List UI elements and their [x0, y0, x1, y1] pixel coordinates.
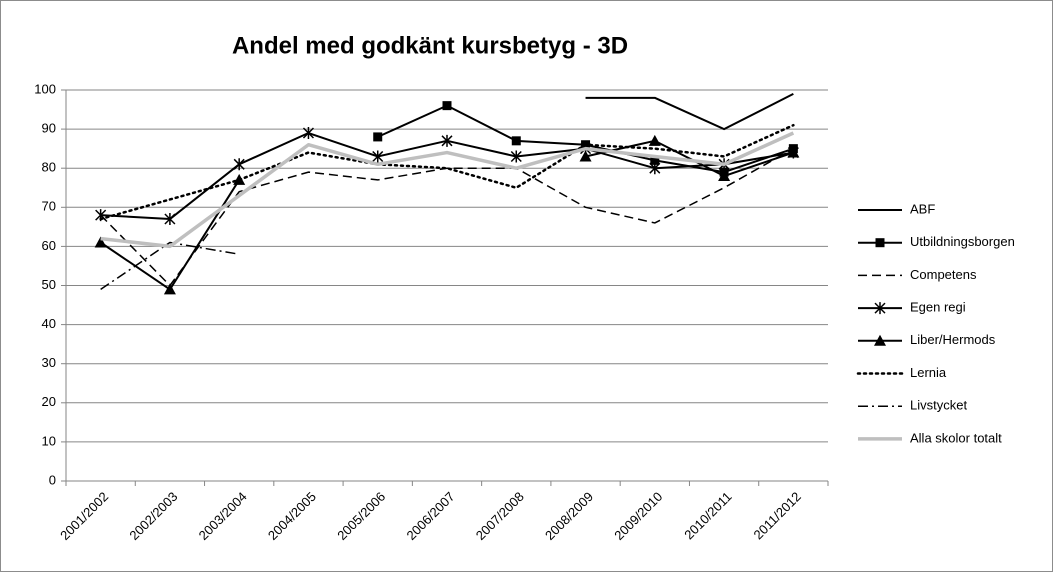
marker [648, 134, 661, 146]
series-line [100, 147, 794, 287]
y-tick-label: 10 [42, 433, 56, 448]
legend-label: Utbildningsborgen [910, 234, 1015, 249]
marker [718, 170, 731, 182]
marker [441, 134, 453, 147]
legend-label: Lernia [910, 365, 947, 380]
chart-title: Andel med godkänt kursbetyg - 3D [232, 32, 628, 59]
y-tick-label: 50 [42, 277, 56, 292]
marker [510, 150, 522, 163]
marker [442, 101, 452, 111]
y-tick-label: 70 [42, 199, 56, 214]
marker [874, 302, 886, 315]
marker [373, 132, 383, 142]
legend-label: Alla skolor totalt [910, 430, 1002, 445]
marker [649, 162, 661, 175]
legend-label: Livstycket [910, 398, 967, 413]
y-tick-label: 100 [34, 81, 56, 96]
marker [579, 150, 592, 162]
marker [511, 136, 521, 146]
series-line [100, 131, 795, 249]
y-tick-label: 20 [42, 394, 56, 409]
marker [372, 150, 384, 163]
y-tick-label: 90 [42, 121, 56, 136]
marker [233, 158, 245, 171]
marker [302, 127, 314, 140]
y-tick-label: 30 [42, 355, 56, 370]
series-line [585, 93, 794, 131]
legend-label: ABF [910, 201, 935, 216]
marker [787, 146, 800, 158]
legend-label: Egen regi [910, 300, 966, 315]
y-tick-label: 40 [42, 316, 56, 331]
marker [650, 155, 660, 165]
y-tick-label: 60 [42, 238, 56, 253]
series-line [100, 241, 240, 291]
series-line [99, 123, 795, 221]
y-tick-label: 0 [49, 472, 56, 487]
marker [875, 238, 885, 248]
marker [874, 334, 886, 346]
marker [163, 283, 176, 295]
y-tick-label: 80 [42, 160, 56, 175]
marker [164, 213, 176, 226]
marker [94, 236, 107, 248]
legend-label: Liber/Hermods [910, 332, 996, 347]
legend-label: Competens [910, 267, 977, 282]
